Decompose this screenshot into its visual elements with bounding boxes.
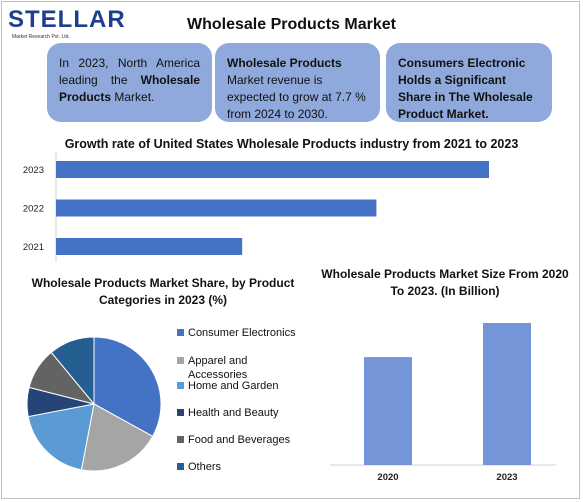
- legend-label: Food and Beverages: [188, 434, 291, 446]
- legend-item-home-and-garden: Home and Garden: [177, 379, 338, 393]
- growth-bar-2023: [56, 161, 489, 178]
- legend-label: Consumer Electronics: [188, 327, 296, 339]
- callout-growth-rate: Wholesale Products Market revenue is exp…: [215, 43, 380, 122]
- growth-chart-title: Growth rate of United States Wholesale P…: [64, 137, 519, 151]
- pie-slice-home-and-garden: [27, 403, 95, 471]
- column-chart-title: Wholesale Products Market Size From 2020…: [321, 267, 569, 298]
- legend-swatch: [177, 329, 184, 336]
- legend-label: Apparel and Accessories: [188, 355, 248, 381]
- logo-wordmark: STELLAR: [8, 6, 126, 33]
- legend-item-health-and-beauty: Health and Beauty: [177, 406, 338, 420]
- callout-3-text: Consumers Electronic Holds a Significant…: [398, 56, 533, 121]
- legend-label: Health and Beauty: [188, 407, 279, 419]
- pie-slice-others: [50, 336, 95, 406]
- legend-swatch: [177, 436, 184, 443]
- legend-label: Home and Garden: [188, 380, 279, 392]
- callout-2-bold: Wholesale Products: [227, 56, 342, 70]
- growth-tick-label-2021: 2021: [23, 242, 44, 253]
- legend-swatch: [177, 463, 184, 470]
- page-title: Wholesale Products Market: [187, 16, 396, 33]
- legend-item-apparel-and-accessories: Apparel and Accessories: [177, 354, 258, 382]
- pie-slice-consumer-electronics: [93, 336, 162, 437]
- logo-subtitle: Market Research Pvt. Ltd.: [12, 34, 70, 40]
- legend-item-others: Others: [177, 460, 338, 474]
- callout-north-america: In 2023, North America leading the Whole…: [47, 43, 212, 122]
- callout-1-text: In 2023, North America leading the: [59, 56, 200, 87]
- pie-chart-title: Wholesale Products Market Share, by Prod…: [31, 276, 295, 307]
- growth-bar-2021: [56, 238, 243, 255]
- callout-1-bold: Wholesale Products: [59, 73, 200, 104]
- column-bar-2020: [364, 357, 412, 465]
- legend-item-food-and-beverages: Food and Beverages: [177, 433, 338, 447]
- legend-swatch: [177, 382, 184, 389]
- growth-tick-label-2022: 2022: [23, 204, 44, 215]
- column-bar-2023: [483, 323, 531, 465]
- growth-tick-label-2023: 2023: [23, 165, 44, 176]
- legend-swatch: [177, 409, 184, 416]
- company-logo: STELLAR Market Research Pvt. Ltd.: [8, 6, 125, 42]
- callout-consumer-electronics: Consumers Electronic Holds a Significant…: [386, 43, 552, 122]
- legend-swatch: [177, 357, 184, 364]
- column-tick-label-2020: 2020: [377, 472, 398, 483]
- callout-1-tail: Market.: [111, 90, 155, 104]
- callout-2-text: Market revenue is expected to grow at 7.…: [227, 73, 366, 121]
- legend-label: Others: [188, 461, 222, 473]
- legend-item-consumer-electronics: Consumer Electronics: [177, 326, 338, 340]
- growth-bar-2022: [56, 199, 377, 217]
- pie-slice-apparel-and-accessories: [80, 403, 154, 472]
- column-tick-label-2023: 2023: [496, 472, 517, 483]
